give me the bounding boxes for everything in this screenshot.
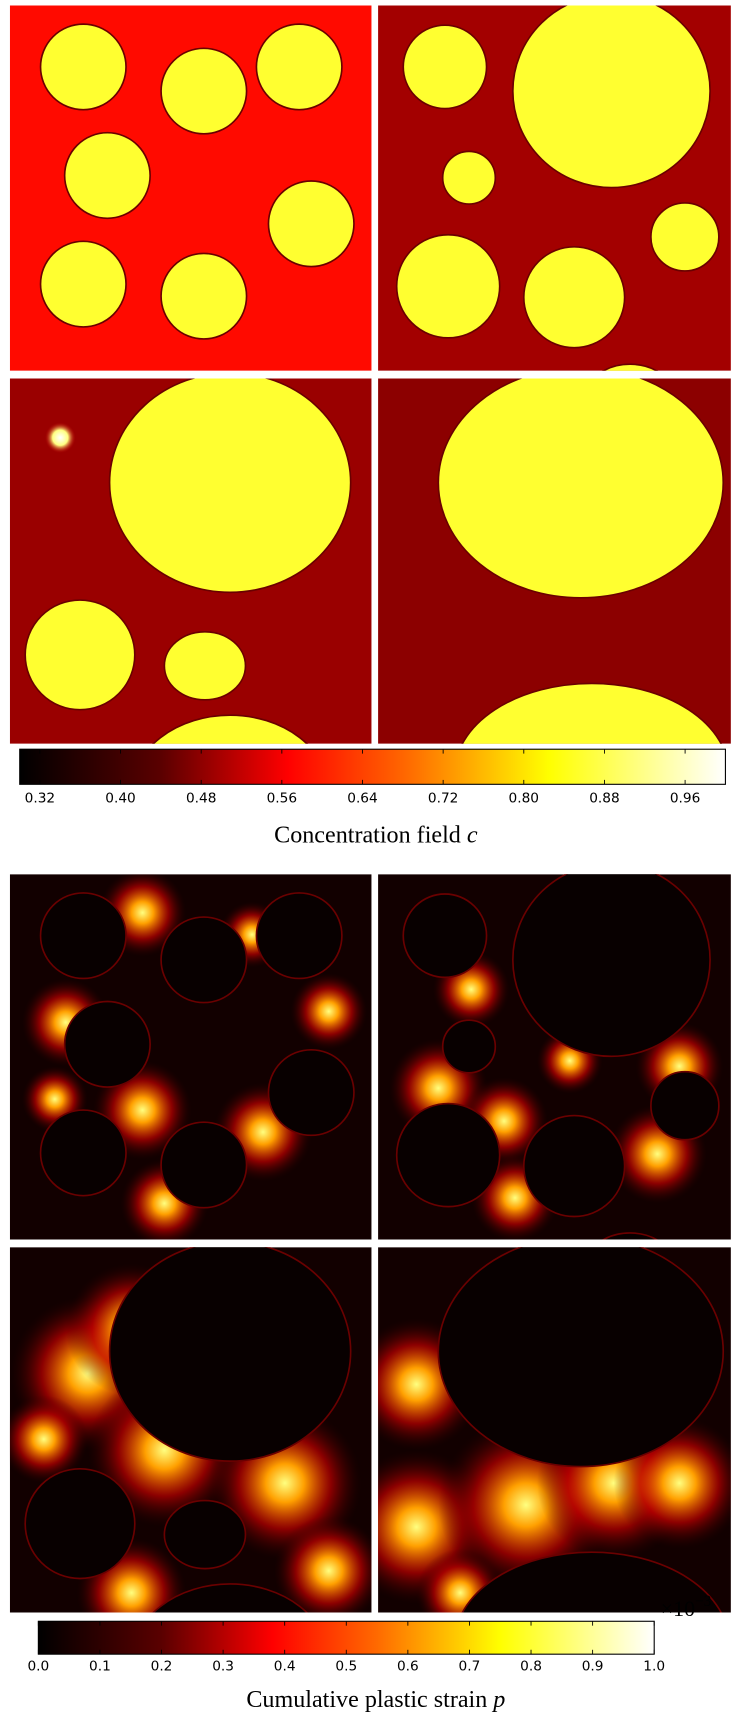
particle xyxy=(160,916,248,1004)
caption-text: Concentration field xyxy=(274,822,461,848)
particle xyxy=(522,245,626,349)
tick-label: 0.9 xyxy=(582,1658,604,1674)
particle xyxy=(267,180,355,268)
panel xyxy=(9,1247,372,1613)
particle xyxy=(437,378,725,599)
panel xyxy=(378,874,731,1240)
tick-label: 0.3 xyxy=(212,1658,234,1674)
particle xyxy=(24,1467,136,1580)
tick-label: 0.4 xyxy=(274,1658,296,1674)
caption-variable: c xyxy=(467,822,478,848)
panel xyxy=(378,5,731,371)
particle xyxy=(108,1247,352,1462)
particle xyxy=(255,892,343,980)
particle xyxy=(63,1000,151,1088)
panel xyxy=(9,5,372,371)
tick-label: 0.96 xyxy=(670,791,700,807)
strain-glow xyxy=(9,1395,88,1484)
colorbar-gradient xyxy=(37,1620,655,1655)
particle xyxy=(402,893,488,979)
particle xyxy=(441,150,497,205)
panel xyxy=(9,874,372,1240)
particle xyxy=(255,23,343,111)
panel xyxy=(378,378,731,744)
multiplier-exponent: −3 xyxy=(695,1593,712,1610)
panel xyxy=(378,1247,731,1613)
particle xyxy=(39,240,127,328)
tick-label: 0.1 xyxy=(89,1658,111,1674)
particle xyxy=(461,1551,722,1613)
tick-label: 1.0 xyxy=(643,1658,665,1674)
particle xyxy=(160,252,248,340)
multiplier: ×10−3 xyxy=(661,1593,712,1621)
tick-label: 0.8 xyxy=(520,1658,542,1674)
particle xyxy=(512,874,711,1058)
caption: Cumulative plastic strain p xyxy=(246,1687,505,1713)
particle xyxy=(522,1114,626,1218)
colorbar: 0.32 0.40 0.48 0.56 0.64 0.72 0.80 0.88 0.96 xyxy=(19,748,726,807)
tick-label: 0.2 xyxy=(151,1658,173,1674)
tick-label: 0.56 xyxy=(267,791,297,807)
particle xyxy=(267,1048,355,1137)
tick-label: 0.88 xyxy=(589,791,619,807)
particle xyxy=(395,1102,501,1208)
panel xyxy=(9,378,372,744)
tick-label: 0.6 xyxy=(397,1658,419,1674)
particle xyxy=(650,1070,720,1141)
tick-label: 0.0 xyxy=(27,1658,49,1674)
particle xyxy=(395,233,501,339)
tick-label: 0.72 xyxy=(428,791,458,807)
particle xyxy=(461,682,722,744)
particle xyxy=(39,23,127,111)
particle xyxy=(512,5,711,189)
particle xyxy=(160,1121,248,1209)
particle xyxy=(24,599,136,711)
particle xyxy=(160,47,248,135)
colorbar: 0.0 0.1 0.2 0.3 0.4 0.5 0.6 0.7 0.8 0.9 1.0 xyxy=(27,1620,665,1674)
particle xyxy=(650,202,720,272)
particle xyxy=(402,24,488,110)
tick-label: 0.40 xyxy=(105,791,135,807)
particle xyxy=(437,1247,725,1468)
particle xyxy=(602,363,659,371)
particle xyxy=(108,378,352,594)
particle xyxy=(39,1109,127,1197)
particle xyxy=(163,631,247,701)
particle xyxy=(441,1019,497,1074)
strain-glow xyxy=(273,1515,372,1613)
colorbar-gradient xyxy=(19,748,726,785)
multiplier-base: ×10 xyxy=(661,1596,695,1621)
tick-label: 0.5 xyxy=(335,1658,357,1674)
hot-spot xyxy=(44,422,76,454)
particle xyxy=(163,1499,247,1570)
caption-variable: p xyxy=(491,1687,505,1713)
tick-label: 0.64 xyxy=(347,791,377,807)
caption-text: Cumulative plastic strain xyxy=(246,1687,487,1713)
particle xyxy=(152,714,308,744)
particle xyxy=(63,131,151,220)
tick-label: 0.32 xyxy=(25,791,55,807)
particle xyxy=(602,1232,659,1240)
particle xyxy=(39,892,127,980)
tick-label: 0.80 xyxy=(509,791,539,807)
caption: Concentration field c xyxy=(274,822,478,848)
strain-glow xyxy=(290,972,368,1050)
particle xyxy=(152,1583,308,1613)
tick-label: 0.48 xyxy=(186,791,216,807)
tick-label: 0.7 xyxy=(459,1658,481,1674)
